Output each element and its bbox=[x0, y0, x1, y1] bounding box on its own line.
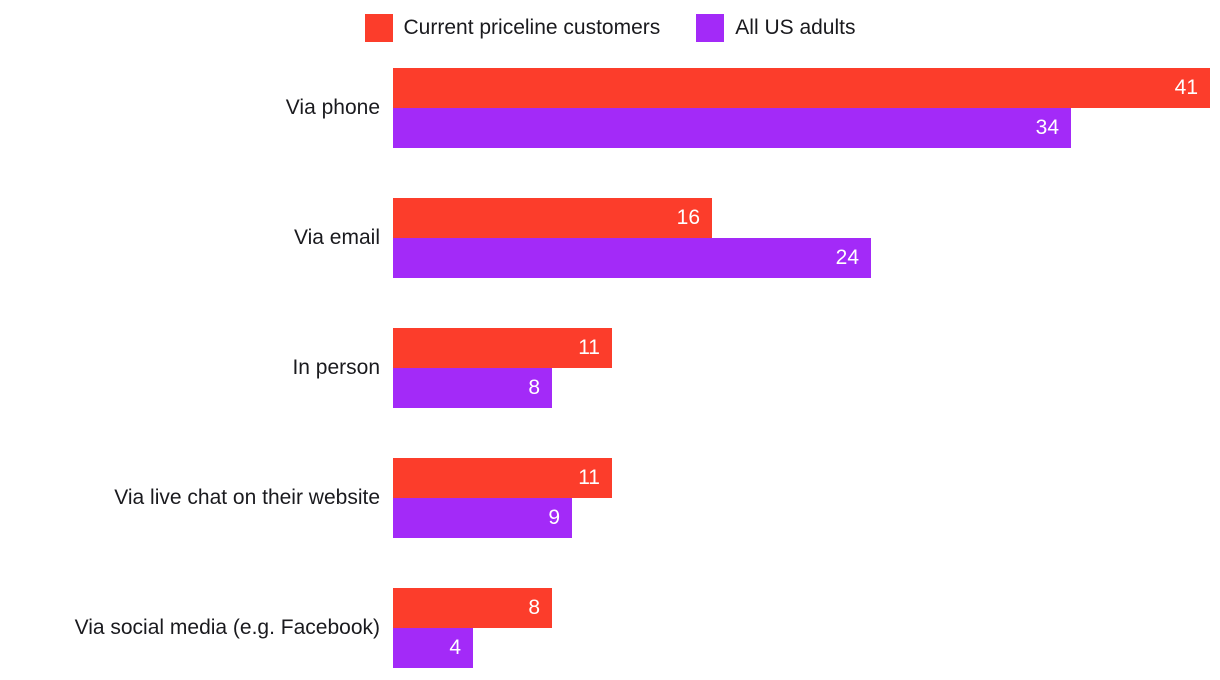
category-label: Via social media (e.g. Facebook) bbox=[74, 616, 380, 639]
bar-series-0: 8 bbox=[393, 588, 552, 628]
bar-series-1: 24 bbox=[393, 238, 871, 278]
bar-value-label: 11 bbox=[578, 466, 600, 489]
plot-area: Via phone 41 34 Via email 16 24 In person 11 8 Vi… bbox=[0, 68, 1210, 668]
chart-row: In person 11 8 bbox=[0, 328, 1210, 408]
bar-value-label: 24 bbox=[835, 246, 859, 269]
chart-row: Via email 16 24 bbox=[0, 198, 1210, 278]
bar-value-label: 34 bbox=[1035, 116, 1059, 139]
bar-series-0: 11 bbox=[393, 458, 612, 498]
bar-series-0: 16 bbox=[393, 198, 712, 238]
bar-value-label: 9 bbox=[548, 506, 560, 529]
bar-series-1: 4 bbox=[393, 628, 473, 668]
bar-group: 11 9 bbox=[393, 458, 612, 538]
bar-group: 11 8 bbox=[393, 328, 612, 408]
category-label: Via phone bbox=[285, 96, 380, 119]
bar-group: 41 34 bbox=[393, 68, 1210, 148]
bar-value-label: 4 bbox=[449, 636, 461, 659]
bar-series-0: 11 bbox=[393, 328, 612, 368]
bar-series-1: 9 bbox=[393, 498, 572, 538]
category-label: Via email bbox=[294, 226, 380, 249]
category-label: Via live chat on their website bbox=[114, 486, 380, 509]
bar-value-label: 8 bbox=[528, 596, 540, 619]
bar-value-label: 8 bbox=[528, 376, 540, 399]
category-label: In person bbox=[292, 356, 380, 379]
chart-row: Via social media (e.g. Facebook) 8 4 bbox=[0, 588, 1210, 668]
bar-series-0: 41 bbox=[393, 68, 1210, 108]
bar-group: 16 24 bbox=[393, 198, 871, 278]
legend: Current priceline customers All US adults bbox=[0, 14, 1220, 42]
bar-series-1: 34 bbox=[393, 108, 1071, 148]
chart-row: Via phone 41 34 bbox=[0, 68, 1210, 148]
bar-value-label: 16 bbox=[676, 206, 700, 229]
legend-label: All US adults bbox=[735, 16, 856, 39]
chart-row: Via live chat on their website 11 9 bbox=[0, 458, 1210, 538]
legend-item: Current priceline customers bbox=[364, 14, 661, 42]
bar-value-label: 41 bbox=[1174, 76, 1198, 99]
legend-label: Current priceline customers bbox=[403, 16, 661, 39]
bar-series-1: 8 bbox=[393, 368, 552, 408]
legend-item: All US adults bbox=[696, 14, 855, 42]
legend-swatch bbox=[696, 14, 725, 42]
bar-value-label: 11 bbox=[578, 336, 600, 359]
legend-swatch bbox=[364, 14, 393, 42]
